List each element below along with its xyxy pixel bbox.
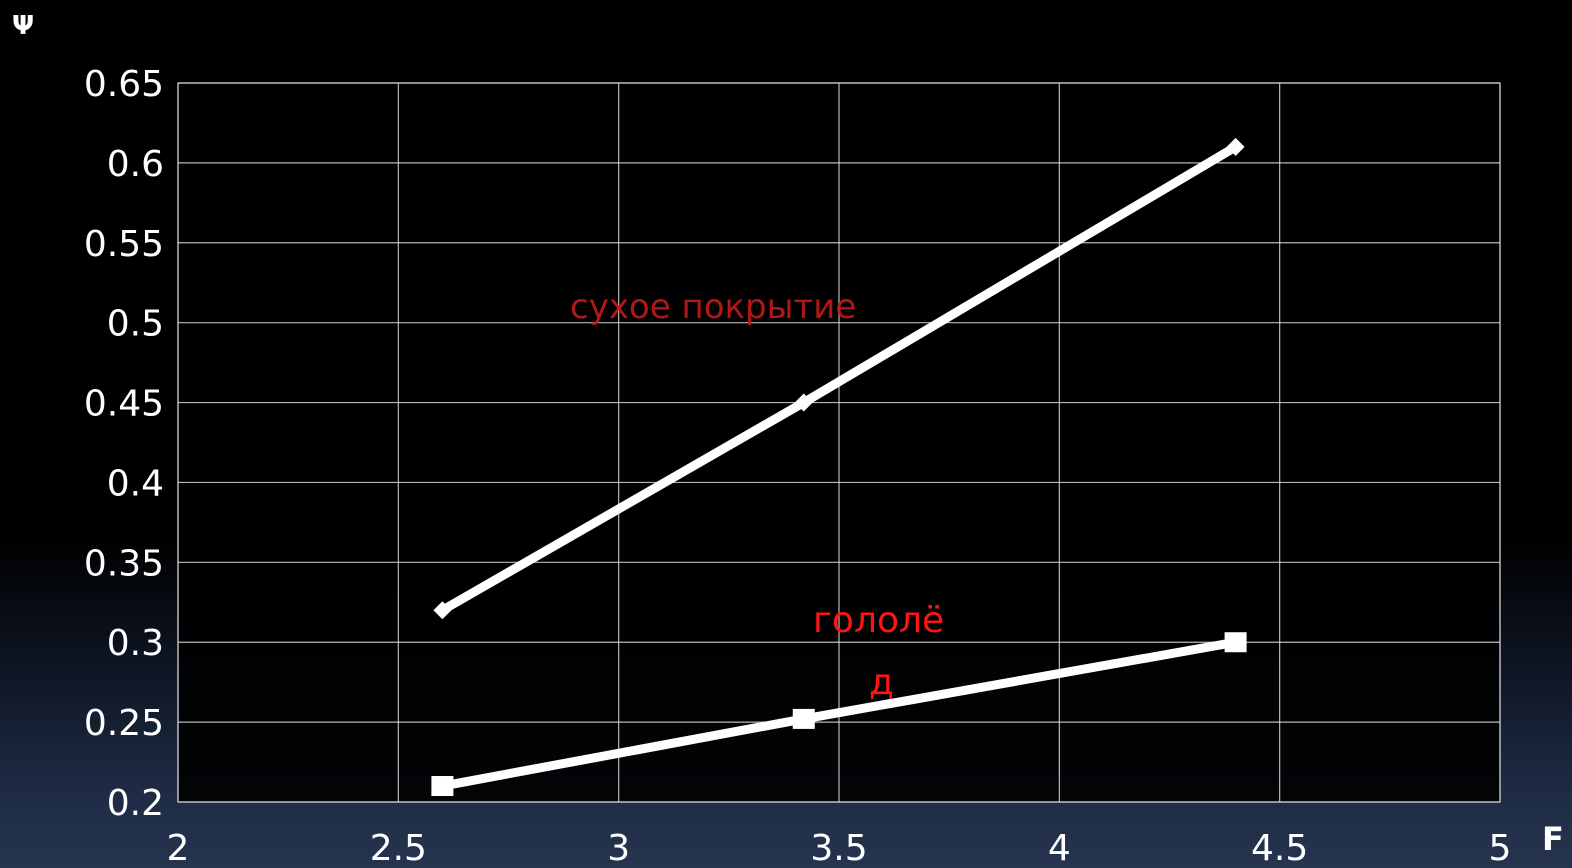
x-tick-label: 4: [1048, 828, 1071, 868]
y-axis-ticks: 0.65 0.6 0.55 0.5 0.45 0.4 0.35 0.3 0.25 0.2: [84, 64, 164, 824]
annotation-dry-surface: сухое покрытие: [570, 287, 856, 327]
x-tick-label: 2.5: [370, 828, 427, 868]
y-tick-label: 0.3: [107, 623, 164, 664]
y-tick-label: 0.6: [107, 144, 164, 185]
x-axis-ticks: 2 2.5 3 3.5 4 4.5 5: [167, 828, 1512, 868]
grid: [177, 82, 1501, 803]
y-tick-label: 0.65: [84, 64, 164, 105]
series-2: [431, 632, 1247, 797]
annotations: сухое покрытие гололё д: [570, 287, 944, 703]
annotation-ice-line2: д: [869, 662, 894, 703]
y-tick-label: 0.5: [107, 304, 164, 345]
y-axis-label: Ψ: [12, 11, 34, 41]
y-tick-label: 0.55: [84, 224, 164, 265]
data-point-diamond: [433, 601, 452, 620]
data-point-square: [1224, 632, 1247, 653]
series-group: [431, 137, 1247, 797]
data-point-square: [792, 708, 815, 729]
x-tick-label: 3: [607, 828, 630, 868]
y-tick-label: 0.25: [84, 703, 164, 744]
data-point-square: [431, 776, 454, 797]
data-point-diamond: [794, 393, 813, 412]
series-1: [433, 137, 1245, 620]
x-tick-label: 4.5: [1251, 828, 1308, 868]
y-tick-label: 0.4: [107, 463, 164, 504]
y-tick-label: 0.45: [84, 384, 164, 425]
y-tick-label: 0.2: [107, 783, 164, 824]
annotation-ice-line1: гололё: [813, 600, 944, 641]
x-tick-label: 5: [1489, 828, 1512, 868]
x-tick-label: 3.5: [810, 828, 867, 868]
data-point-diamond: [1226, 137, 1245, 156]
x-tick-label: 2: [167, 828, 190, 868]
x-axis-label: F: [1542, 820, 1564, 858]
y-tick-label: 0.35: [84, 543, 164, 584]
